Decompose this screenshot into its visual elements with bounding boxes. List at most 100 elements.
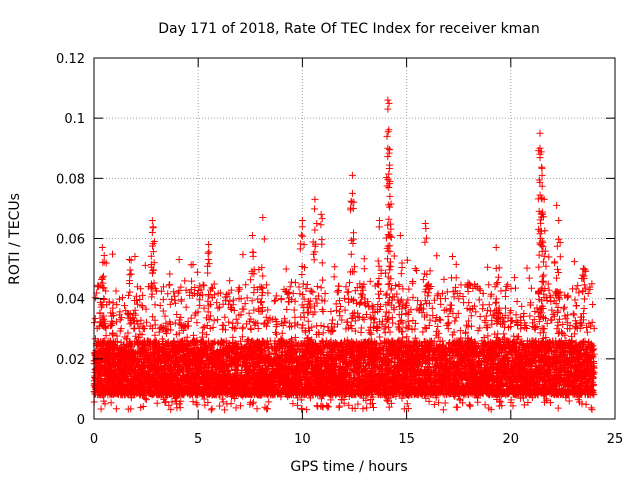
data-point <box>288 322 296 330</box>
data-point <box>366 277 374 285</box>
data-point <box>155 328 163 336</box>
data-point <box>335 402 343 410</box>
data-point <box>271 296 279 304</box>
data-point <box>531 307 539 315</box>
data-point <box>571 296 579 304</box>
data-point <box>234 287 242 295</box>
data-point <box>132 292 140 300</box>
data-point <box>375 281 383 289</box>
data-point <box>156 301 164 309</box>
data-point <box>495 264 503 272</box>
data-point <box>112 405 120 413</box>
data-point <box>369 404 377 412</box>
data-point <box>313 402 321 410</box>
data-point <box>193 319 201 327</box>
data-point <box>500 330 508 338</box>
data-point <box>232 315 240 323</box>
data-point <box>226 277 234 285</box>
data-point <box>333 288 341 296</box>
data-point <box>403 333 411 341</box>
data-point <box>264 306 272 314</box>
data-point <box>172 331 180 339</box>
data-point <box>385 323 393 331</box>
data-point <box>193 268 201 276</box>
data-point <box>126 320 134 328</box>
data-point <box>199 281 207 289</box>
data-point <box>291 334 299 342</box>
data-point <box>357 324 365 332</box>
data-point <box>433 292 441 300</box>
data-point <box>208 405 216 413</box>
data-point <box>430 296 438 304</box>
data-point <box>227 400 235 408</box>
data-point <box>166 270 174 278</box>
data-point <box>387 399 395 407</box>
data-point <box>327 307 335 315</box>
data-point <box>437 316 445 324</box>
data-point <box>564 311 572 319</box>
data-point <box>130 309 138 317</box>
data-point <box>523 264 531 272</box>
data-point <box>200 323 208 331</box>
data-point <box>413 267 421 275</box>
data-point <box>207 406 215 414</box>
data-point <box>218 395 226 403</box>
data-point <box>189 260 197 268</box>
data-point <box>489 311 497 319</box>
data-point <box>543 319 551 327</box>
data-point <box>545 286 553 294</box>
data-point <box>524 398 532 406</box>
data-point <box>237 402 245 410</box>
data-point <box>431 317 439 325</box>
data-point <box>236 285 244 293</box>
data-point <box>554 404 562 412</box>
data-point <box>273 330 281 338</box>
data-point <box>502 286 510 294</box>
data-point <box>310 256 318 264</box>
chart-title: Day 171 of 2018, Rate Of TEC Index for r… <box>158 21 540 37</box>
data-point <box>381 329 389 337</box>
data-point <box>385 403 393 411</box>
data-point <box>126 288 134 296</box>
data-point <box>411 265 419 273</box>
data-point <box>493 334 501 342</box>
data-point <box>102 332 110 340</box>
data-point <box>238 333 246 341</box>
data-point <box>428 304 436 312</box>
data-point <box>585 319 593 327</box>
data-point <box>289 400 297 408</box>
data-point <box>112 287 120 295</box>
data-point <box>221 313 229 321</box>
data-point <box>479 289 487 297</box>
data-point <box>439 289 447 297</box>
data-point <box>327 396 335 404</box>
data-point <box>487 292 495 300</box>
data-point <box>484 332 492 340</box>
data-point <box>527 284 535 292</box>
data-point <box>272 323 280 331</box>
data-point <box>323 401 331 409</box>
data-points <box>90 96 598 414</box>
data-point <box>560 303 568 311</box>
data-point <box>151 331 159 339</box>
data-point <box>451 317 459 325</box>
data-point <box>271 328 279 336</box>
data-point <box>332 306 340 314</box>
data-point <box>287 278 295 286</box>
data-point <box>543 397 551 405</box>
data-point <box>456 327 464 335</box>
data-point <box>286 323 294 331</box>
data-point <box>291 313 299 321</box>
data-point <box>171 299 179 307</box>
data-point <box>450 293 458 301</box>
data-point <box>376 333 384 341</box>
data-point <box>482 312 490 320</box>
data-point <box>425 397 433 405</box>
data-point <box>131 324 139 332</box>
data-point <box>518 302 526 310</box>
data-point <box>182 286 190 294</box>
data-point <box>583 328 591 336</box>
data-point <box>176 404 184 412</box>
data-point <box>109 299 117 307</box>
